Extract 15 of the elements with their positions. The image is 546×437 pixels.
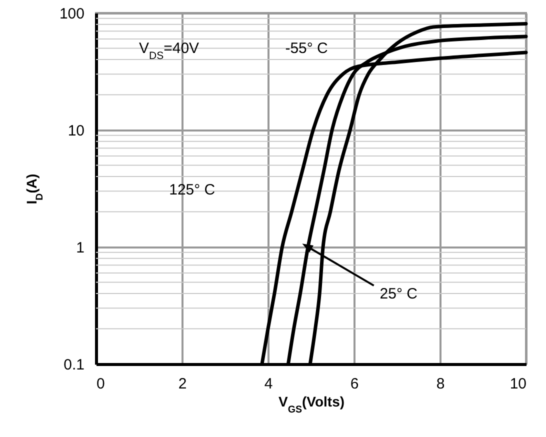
x-axis-title: V$_{GS}$(Volts) <box>278 394 345 415</box>
x-tick-label: 10 <box>510 376 526 392</box>
y-tick-label: 10 <box>68 122 84 140</box>
y-tick-label: 100 <box>59 6 84 22</box>
y-tick-label: 1 <box>76 240 84 256</box>
annotation: V$_{DS}$=40V <box>139 40 200 62</box>
annotation: 125° C <box>169 182 216 199</box>
x-tick-label: 6 <box>350 376 359 392</box>
annotation: -55° C <box>285 40 328 58</box>
annotation: 25° C <box>380 286 418 303</box>
x-tick-label: 4 <box>264 376 273 392</box>
y-tick-label: 0.1 <box>64 356 84 374</box>
x-tick-label: 2 <box>178 376 187 392</box>
x-tick-label: 8 <box>436 376 445 392</box>
x-tick-label: 0 <box>96 376 105 392</box>
